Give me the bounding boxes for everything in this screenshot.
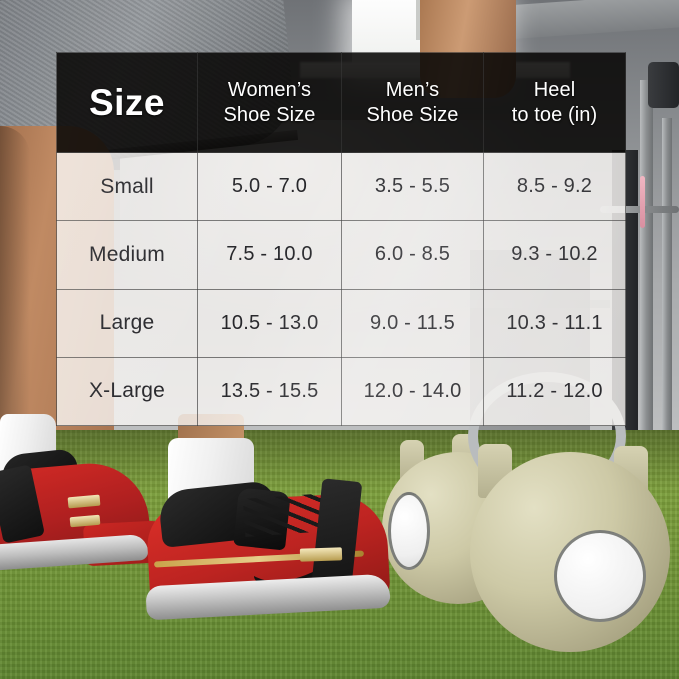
row-size-label: X-Large bbox=[56, 356, 198, 427]
column-header-mens-line-2: Shoe Size bbox=[366, 103, 459, 126]
cell-mens-size: 3.5 - 5.5 bbox=[341, 151, 484, 222]
table-row: X-Large 13.5 - 15.5 12.0 - 14.0 11.2 - 1… bbox=[56, 356, 626, 427]
table-row: Medium 7.5 - 10.0 6.0 - 8.5 9.3 - 10.2 bbox=[56, 220, 626, 290]
rack-upright-secondary bbox=[662, 118, 672, 430]
table-row: Large 10.5 - 13.0 9.0 - 11.5 10.3 - 11.1 bbox=[56, 288, 626, 358]
kettlebell-front-label bbox=[554, 530, 646, 622]
cell-womens-size: 10.5 - 13.0 bbox=[197, 288, 342, 358]
column-header-mens-shoe-size: Men’s Shoe Size bbox=[341, 52, 484, 153]
squat-rack-post bbox=[640, 80, 653, 430]
cell-womens-size: 7.5 - 10.0 bbox=[197, 220, 342, 290]
cell-mens-size: 9.0 - 11.5 bbox=[341, 288, 484, 358]
window-mullion bbox=[416, 0, 421, 40]
leg-shadow bbox=[0, 126, 30, 456]
kettlebell-rear-label bbox=[388, 492, 430, 570]
cell-heel-to-toe: 10.3 - 11.1 bbox=[483, 288, 626, 358]
cell-womens-size: 5.0 - 7.0 bbox=[197, 151, 342, 222]
cell-womens-size: 13.5 - 15.5 bbox=[197, 356, 342, 427]
equipment-pad bbox=[648, 62, 679, 108]
shoe-right-buckle bbox=[299, 547, 343, 562]
cell-heel-to-toe: 9.3 - 10.2 bbox=[483, 220, 626, 290]
column-header-mens-line-1: Men’s bbox=[385, 79, 440, 102]
column-header-heel-line-1: Heel bbox=[533, 79, 576, 102]
cell-heel-to-toe: 11.2 - 12.0 bbox=[483, 356, 626, 427]
cell-mens-size: 12.0 - 14.0 bbox=[341, 356, 484, 427]
header-row: Size Women’s Shoe Size Men’s Shoe Size H… bbox=[56, 52, 626, 153]
column-header-size-line-1: Size bbox=[88, 81, 166, 123]
size-chart-body: Small 5.0 - 7.0 3.5 - 5.5 8.5 - 9.2 Medi… bbox=[56, 151, 626, 427]
column-header-womens-line-2: Shoe Size bbox=[223, 103, 316, 126]
size-chart-header: Size Women’s Shoe Size Men’s Shoe Size H… bbox=[56, 52, 626, 153]
pink-accent-bar bbox=[640, 176, 645, 228]
row-size-label: Large bbox=[56, 288, 198, 358]
cell-mens-size: 6.0 - 8.5 bbox=[341, 220, 484, 290]
row-size-label: Small bbox=[56, 151, 198, 222]
column-header-size: Size bbox=[56, 52, 198, 153]
column-header-womens-line-1: Women’s bbox=[227, 79, 312, 102]
column-header-womens-shoe-size: Women’s Shoe Size bbox=[197, 52, 342, 153]
table-row: Small 5.0 - 7.0 3.5 - 5.5 8.5 - 9.2 bbox=[56, 151, 626, 222]
column-header-heel-line-2: to toe (in) bbox=[511, 103, 598, 126]
cell-heel-to-toe: 8.5 - 9.2 bbox=[483, 151, 626, 222]
column-header-heel-to-toe: Heel to toe (in) bbox=[483, 52, 626, 153]
size-chart-table: Size Women’s Shoe Size Men’s Shoe Size H… bbox=[56, 52, 626, 427]
row-size-label: Medium bbox=[56, 220, 198, 290]
barbell-bar bbox=[600, 206, 679, 213]
